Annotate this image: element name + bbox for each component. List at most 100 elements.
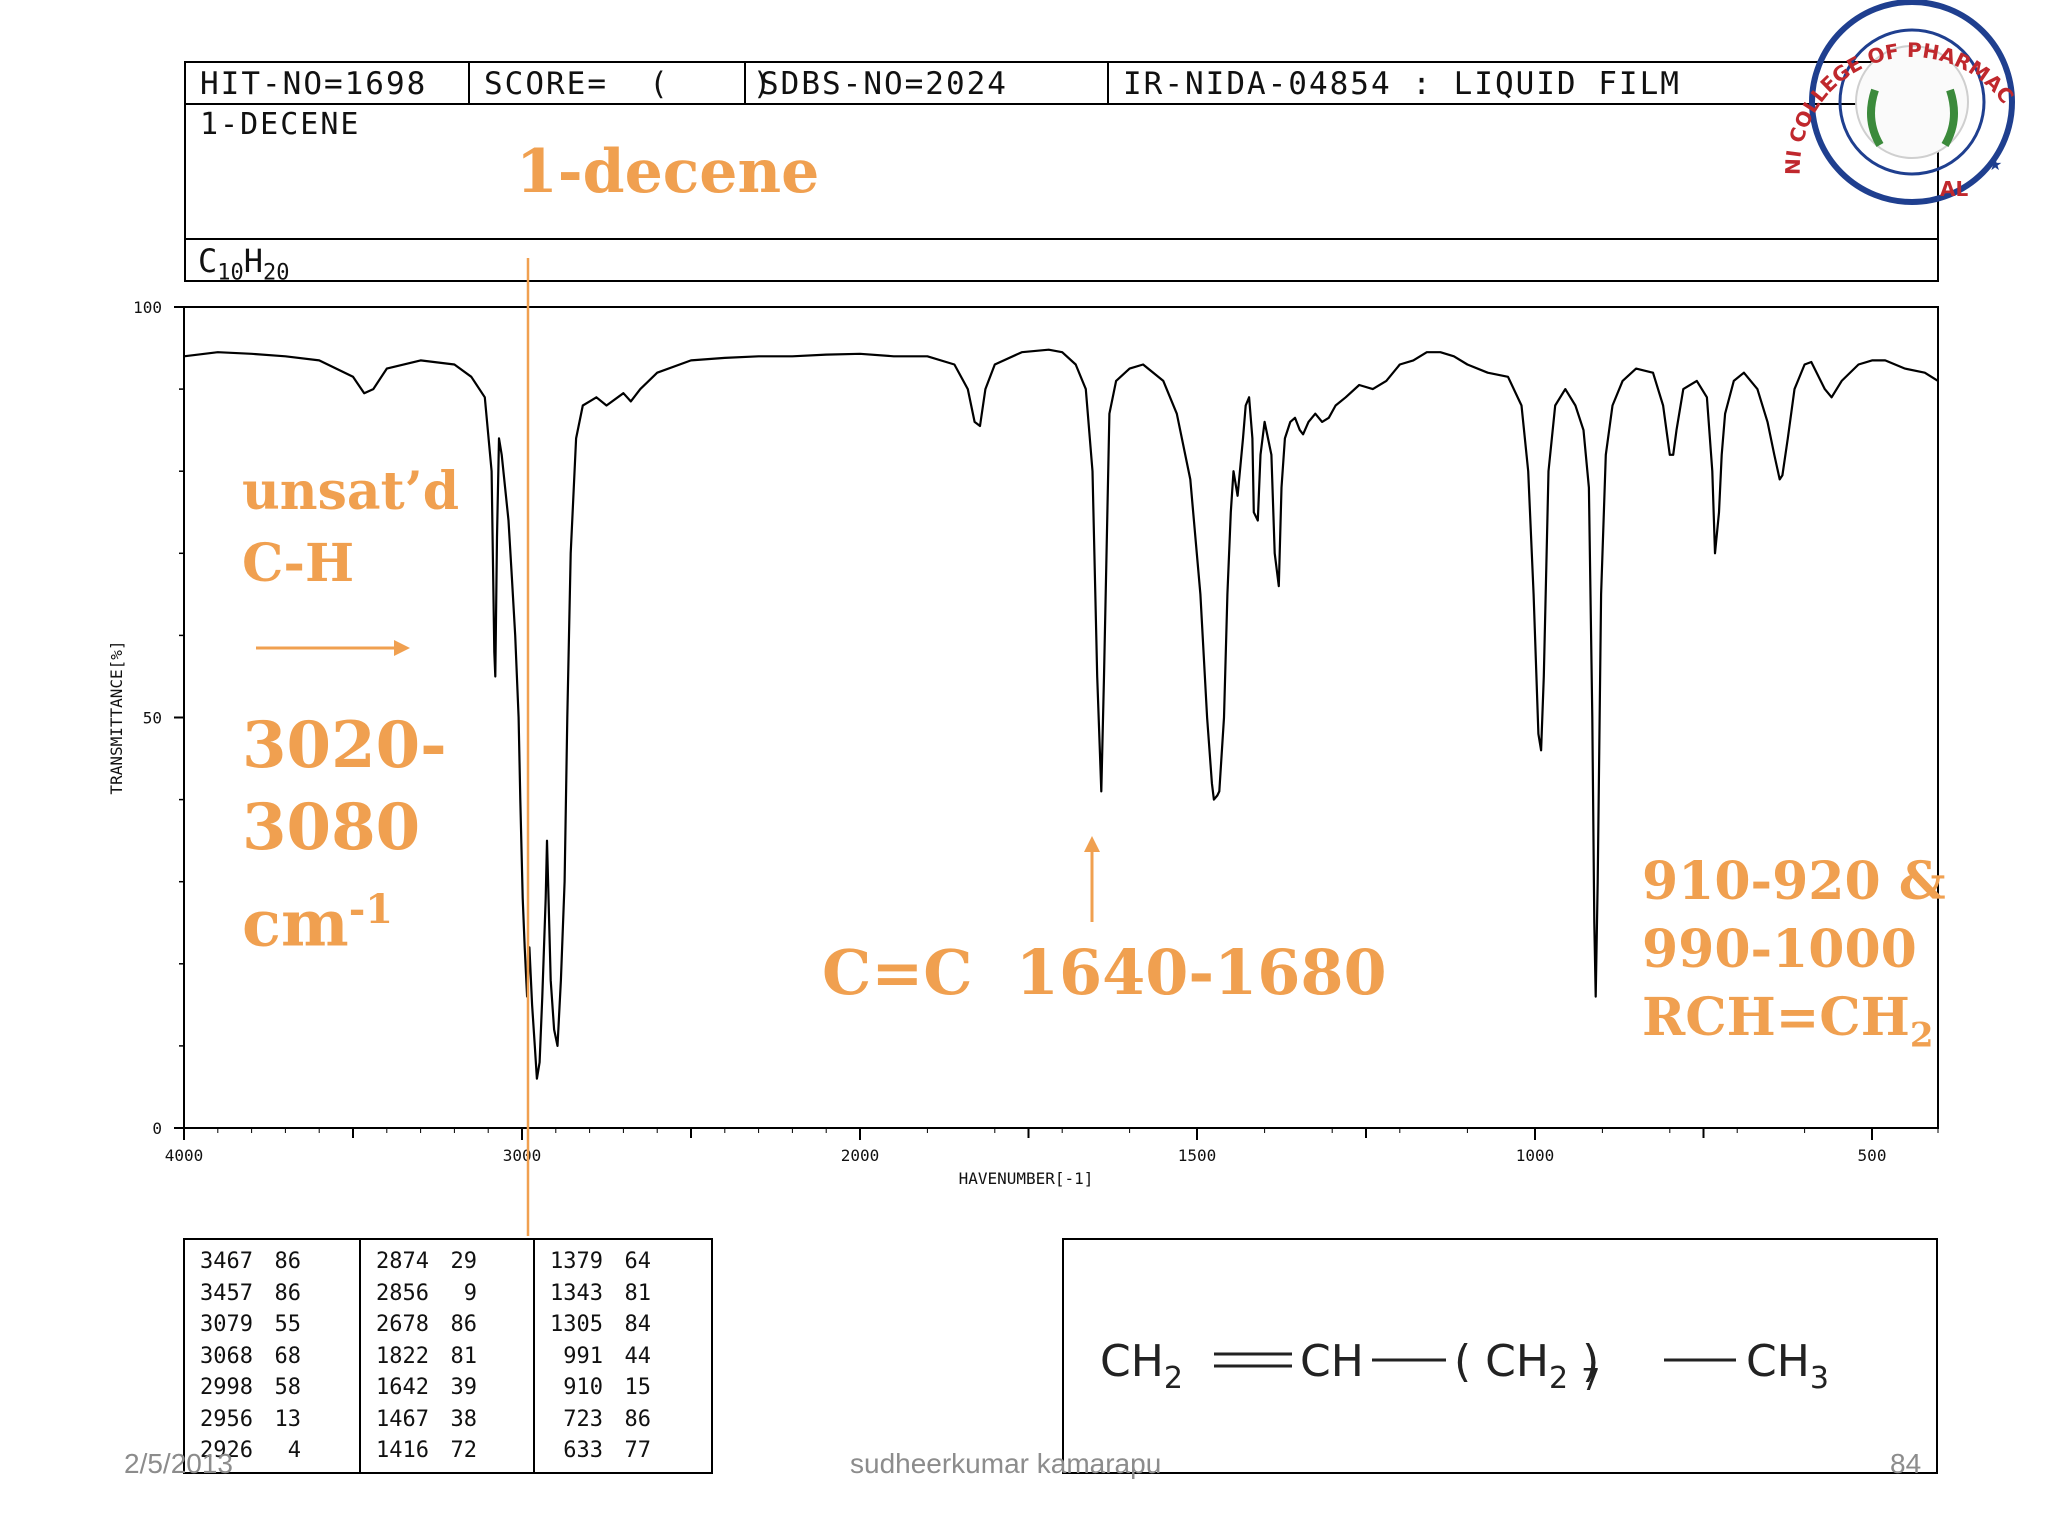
footer-author: sudheerkumar kamarapu bbox=[850, 1448, 1162, 1479]
peak-wavenumber: 2856 bbox=[376, 1280, 429, 1306]
compound-name: 1-DECENE bbox=[200, 107, 361, 142]
peak-table-row: 3079 55 bbox=[185, 1309, 359, 1341]
peak-wavenumber: 1343 bbox=[550, 1280, 603, 1306]
x-tick-label: 2000 bbox=[841, 1146, 880, 1165]
college-logo: NI COLLEGE OF PHARMACY AL ★ bbox=[1780, 0, 2019, 205]
peak-table-column: 1379 64 1343 81 1305 84 991 44 910 15 723 86 633 77 bbox=[535, 1240, 711, 1472]
peak-transmittance: 39 bbox=[450, 1375, 478, 1400]
peak-wavenumber: 723 bbox=[563, 1406, 603, 1432]
annotation-unsat-line2: C-H bbox=[242, 533, 355, 594]
header-row: HIT-NO=1698 SCORE= ( ) SDBS-NO=2024 IR-N… bbox=[186, 63, 1937, 105]
peak-wavenumber: 633 bbox=[563, 1438, 603, 1463]
logo-text-bottom: AL bbox=[1940, 177, 1968, 201]
peak-table-row: 1379 64 bbox=[535, 1246, 711, 1278]
peak-table-row: 3457 86 bbox=[185, 1278, 359, 1310]
peak-wavenumber: 991 bbox=[563, 1343, 603, 1369]
peak-wavenumber: 3467 bbox=[200, 1249, 253, 1274]
structure-ch3: CH3 bbox=[1746, 1336, 1829, 1396]
peak-table-row: 1822 81 bbox=[361, 1341, 533, 1373]
annotation-range-line1: 3020- bbox=[242, 708, 447, 783]
peak-table-row: 991 44 bbox=[535, 1341, 711, 1373]
peak-wavenumber: 1642 bbox=[376, 1375, 429, 1400]
peak-transmittance: 38 bbox=[450, 1406, 478, 1432]
structural-formula: CH2 CH ( CH2)7 CH3 bbox=[1100, 1336, 1829, 1398]
peak-transmittance: 13 bbox=[274, 1406, 302, 1432]
peak-table: 3467 86 3457 86 3079 55 3068 68 2998 58 2956 13 2926… bbox=[183, 1238, 713, 1474]
x-axis-ticks: 4000 3000 2000 1500 1000 500 bbox=[165, 1128, 1939, 1165]
x-axis-label: HAVENUMBER[-1] bbox=[959, 1169, 1094, 1188]
peak-table-row: 1305 84 bbox=[535, 1309, 711, 1341]
peak-transmittance: 86 bbox=[274, 1280, 302, 1306]
y-tick-label: 0 bbox=[152, 1119, 162, 1138]
annotation-vinyl-line2: 990-1000 bbox=[1642, 919, 1917, 980]
x-tick-label: 1000 bbox=[1516, 1146, 1555, 1165]
peak-transmittance: 77 bbox=[624, 1438, 652, 1463]
annotation-compound-name: 1-decene bbox=[516, 137, 820, 207]
annotation-cc-stretch: C=C 1640-1680 bbox=[822, 936, 1387, 1009]
peak-transmittance: 81 bbox=[450, 1343, 478, 1369]
peak-table-row: 1642 39 bbox=[361, 1372, 533, 1404]
peak-transmittance: 68 bbox=[274, 1343, 302, 1369]
peak-table-row: 1467 38 bbox=[361, 1404, 533, 1436]
peak-table-row: 2678 86 bbox=[361, 1309, 533, 1341]
peak-table-row: 1416 72 bbox=[361, 1435, 533, 1467]
peak-table-row: 2856 9 bbox=[361, 1278, 533, 1310]
annotation-range-unit: cm-1 bbox=[242, 886, 394, 962]
annotation-range-line2: 3080 bbox=[242, 790, 421, 865]
peak-table-row: 3068 68 bbox=[185, 1341, 359, 1373]
x-tick-label: 4000 bbox=[165, 1146, 204, 1165]
annotation-vinyl-line1: 910-920 & bbox=[1642, 851, 1946, 912]
peak-table-row: 2874 29 bbox=[361, 1246, 533, 1278]
footer-page-number: 84 bbox=[1890, 1448, 1922, 1479]
footer-date: 2/5/2013 bbox=[124, 1448, 233, 1479]
arrow-right-icon bbox=[256, 640, 410, 656]
peak-wavenumber: 1822 bbox=[376, 1343, 429, 1369]
peak-transmittance: 84 bbox=[624, 1312, 652, 1337]
peak-transmittance: 4 bbox=[287, 1438, 301, 1463]
annotation-ch-range: 3020- 3080 cm-1 bbox=[242, 705, 447, 965]
peak-wavenumber: 3068 bbox=[200, 1343, 253, 1369]
peak-table-column: 3467 86 3457 86 3079 55 3068 68 2998 58 2956 13 2926… bbox=[185, 1240, 361, 1472]
peak-table-row: 2998 58 bbox=[185, 1372, 359, 1404]
peak-wavenumber: 1305 bbox=[550, 1312, 603, 1337]
peak-transmittance: 64 bbox=[624, 1249, 652, 1274]
spectrum-header: HIT-NO=1698 SCORE= ( ) SDBS-NO=2024 IR-N… bbox=[184, 61, 1939, 285]
peak-transmittance: 72 bbox=[450, 1438, 478, 1463]
x-tick-label: 500 bbox=[1858, 1146, 1887, 1165]
y-axis-ticks: 100 50 0 bbox=[133, 298, 184, 1138]
logo-star-icon: ★ bbox=[1988, 155, 2002, 174]
peak-wavenumber: 2926 bbox=[200, 1438, 253, 1463]
annotation-unsaturated-ch: unsat’d C-H bbox=[242, 456, 459, 600]
ir-identifier: IR-NIDA-04854 : LIQUID FILM bbox=[1123, 66, 1681, 102]
peak-wavenumber: 1379 bbox=[550, 1249, 603, 1274]
spectrum-line bbox=[183, 348, 1939, 1080]
y-axis-label: TRANSMITTANCE[%] bbox=[107, 640, 126, 794]
peak-wavenumber: 1416 bbox=[376, 1438, 429, 1463]
hit-number: HIT-NO=1698 bbox=[186, 63, 470, 103]
peak-table-column: 2874 29 2856 9 2678 86 1822 81 1642 39 1467 38 1416 7… bbox=[361, 1240, 535, 1472]
peak-transmittance: 55 bbox=[274, 1312, 302, 1337]
peak-transmittance: 9 bbox=[463, 1280, 477, 1306]
peak-table-row: 2956 13 bbox=[185, 1404, 359, 1436]
peak-transmittance: 44 bbox=[624, 1343, 652, 1369]
annotation-vinyl-line3: RCH=CH2 bbox=[1642, 987, 1934, 1056]
annotation-vinyl-bends: 910-920 & 990-1000 RCH=CH2 bbox=[1642, 848, 1946, 1069]
peak-table-row: 2926 4 bbox=[185, 1435, 359, 1467]
y-tick-label: 100 bbox=[133, 298, 162, 317]
x-tick-label: 3000 bbox=[503, 1146, 542, 1165]
peak-wavenumber: 2998 bbox=[200, 1375, 253, 1400]
peak-transmittance: 29 bbox=[450, 1249, 478, 1274]
annotation-unsat-line1: unsat’d bbox=[242, 461, 460, 522]
structure-box: CH2 CH ( CH2)7 CH3 bbox=[1062, 1238, 1938, 1474]
peak-transmittance: 86 bbox=[624, 1406, 652, 1432]
peak-table-row: 633 77 bbox=[535, 1435, 711, 1467]
peak-wavenumber: 3457 bbox=[200, 1280, 253, 1306]
x-tick-label: 1500 bbox=[1178, 1146, 1217, 1165]
peak-wavenumber: 2678 bbox=[376, 1312, 429, 1337]
peak-transmittance: 86 bbox=[274, 1249, 302, 1274]
arrow-up-icon bbox=[1084, 836, 1100, 922]
peak-wavenumber: 1467 bbox=[376, 1406, 429, 1432]
structure-ch2-repeat: ( CH2)7 bbox=[1454, 1336, 1600, 1398]
peak-transmittance: 15 bbox=[624, 1375, 652, 1400]
